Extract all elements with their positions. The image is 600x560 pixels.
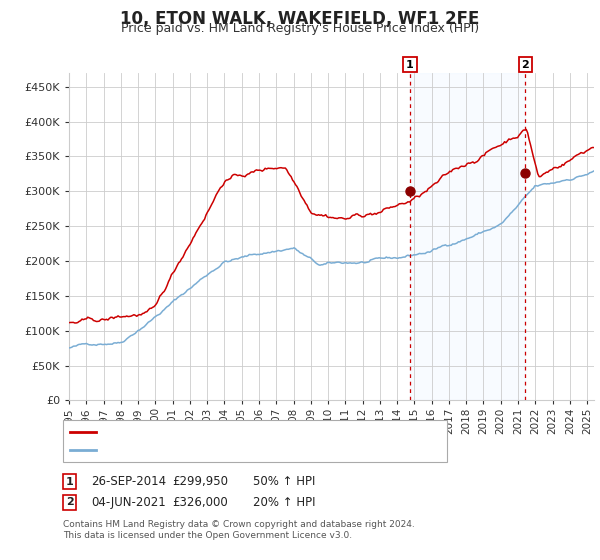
Text: 04-JUN-2021: 04-JUN-2021	[91, 496, 166, 509]
Bar	[410, 73, 525, 400]
Text: £326,000: £326,000	[172, 496, 228, 509]
Text: This data is licensed under the Open Government Licence v3.0.: This data is licensed under the Open Gov…	[63, 531, 352, 540]
Text: 2: 2	[66, 497, 73, 507]
Text: Contains HM Land Registry data © Crown copyright and database right 2024.: Contains HM Land Registry data © Crown c…	[63, 520, 415, 529]
Text: 10, ETON WALK, WAKEFIELD, WF1 2FE: 10, ETON WALK, WAKEFIELD, WF1 2FE	[121, 10, 479, 28]
Text: 20% ↑ HPI: 20% ↑ HPI	[253, 496, 316, 509]
Text: HPI: Average price, detached house, Wakefield: HPI: Average price, detached house, Wake…	[100, 445, 361, 455]
Text: £299,950: £299,950	[172, 475, 228, 488]
Text: 2: 2	[521, 59, 529, 69]
Text: 10, ETON WALK, WAKEFIELD, WF1 2FE (detached house): 10, ETON WALK, WAKEFIELD, WF1 2FE (detac…	[100, 427, 415, 437]
Text: 1: 1	[406, 59, 414, 69]
Text: Price paid vs. HM Land Registry's House Price Index (HPI): Price paid vs. HM Land Registry's House …	[121, 22, 479, 35]
Text: 1: 1	[66, 477, 73, 487]
Text: 50% ↑ HPI: 50% ↑ HPI	[253, 475, 316, 488]
Text: 26-SEP-2014: 26-SEP-2014	[91, 475, 166, 488]
